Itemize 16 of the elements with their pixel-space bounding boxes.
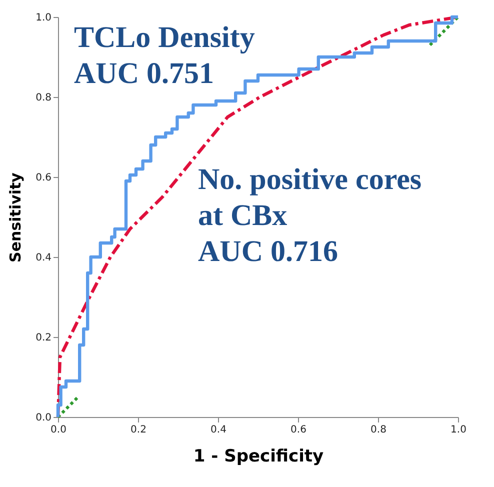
x-tick-label: 0.0 xyxy=(50,424,66,436)
x-tick-label: 0.6 xyxy=(290,424,306,436)
x-tick-label: 0.8 xyxy=(370,424,386,436)
y-tick-label: 0.2 xyxy=(36,332,52,344)
y-tick-label: 0.4 xyxy=(36,252,52,264)
y-tick-label: 0.6 xyxy=(36,172,52,184)
annotation: TCLo Density AUC 0.751 xyxy=(74,21,255,90)
y-axis-title: Sensitivity xyxy=(6,172,25,262)
x-tick-label: 1.0 xyxy=(450,424,466,436)
x-axis-title: 1 - Specificity xyxy=(193,446,324,466)
x-tick-label: 0.4 xyxy=(210,424,226,436)
y-tick-label: 0.8 xyxy=(36,92,52,104)
y-tick-label: 1.0 xyxy=(36,12,52,24)
y-tick-label: 0.0 xyxy=(36,412,52,424)
annotation: No. positive cores at CBx AUC 0.716 xyxy=(198,163,422,268)
x-tick-label: 0.2 xyxy=(130,424,146,436)
